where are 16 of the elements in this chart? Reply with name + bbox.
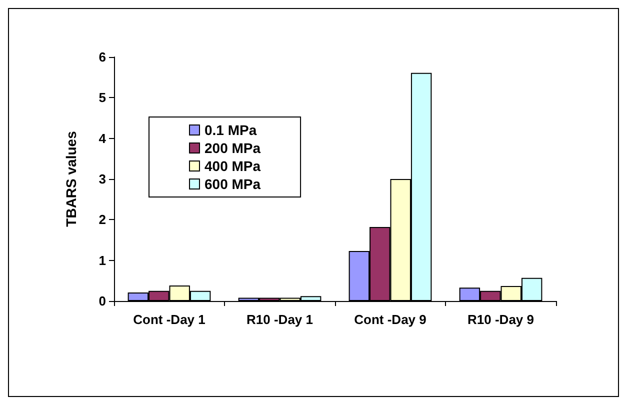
legend-label: 400 MPa: [204, 158, 261, 174]
x-tick-label: Cont -Day 1: [133, 312, 206, 327]
x-tick-label: Cont -Day 9: [354, 312, 426, 327]
y-axis-title: TBARS values: [63, 130, 79, 227]
x-tick-label: R10 -Day 9: [468, 312, 534, 327]
y-tick-label: 4: [98, 130, 107, 146]
legend-label: 600 MPa: [204, 176, 261, 192]
y-tick-label: 1: [98, 252, 106, 268]
x-tick-label: R10 -Day 1: [246, 312, 313, 327]
legend-label: 0.1 MPa: [204, 122, 257, 138]
y-tick-label: 2: [98, 212, 106, 228]
y-tick-label: 0: [98, 294, 106, 308]
y-tick-label: 6: [98, 50, 106, 64]
y-tick-label: 5: [98, 90, 106, 106]
y-tick-label: 3: [98, 172, 106, 186]
legend-label: 200 MPa: [204, 140, 261, 156]
